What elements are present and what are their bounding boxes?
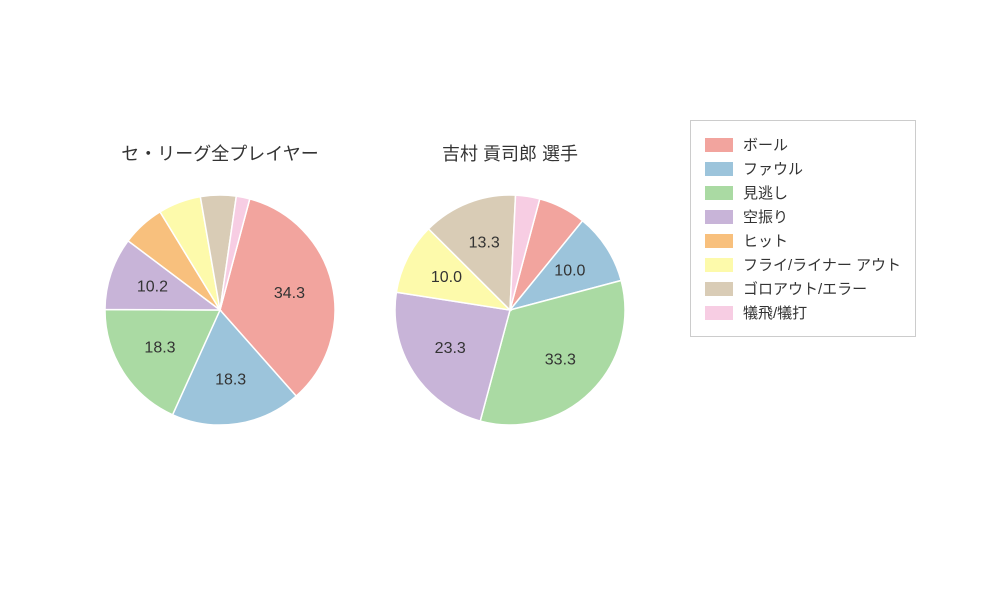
legend-row: ボール [705, 134, 901, 155]
legend-label: ボール [743, 134, 788, 155]
chart-container: セ・リーグ全プレイヤー 吉村 貢司郎 選手 34.3 18.3 18.3 10.2 10… [0, 0, 1000, 600]
legend-swatch [705, 258, 733, 272]
legend-swatch [705, 234, 733, 248]
slice-label: 18.3 [144, 340, 175, 357]
chart-title-left: セ・リーグ全プレイヤー [100, 140, 340, 166]
legend-row: ゴロアウト/エラー [705, 278, 901, 299]
legend-label: 見逃し [743, 182, 788, 203]
legend-label: ゴロアウト/エラー [743, 278, 867, 299]
slice-label: 13.3 [469, 235, 500, 252]
legend-swatch [705, 162, 733, 176]
legend-row: フライ/ライナー アウト [705, 254, 901, 275]
legend-swatch [705, 138, 733, 152]
slice-label: 10.2 [137, 278, 168, 295]
legend-row: 犠飛/犠打 [705, 302, 901, 323]
legend-row: ヒット [705, 230, 901, 251]
chart-title-right: 吉村 貢司郎 選手 [390, 140, 630, 166]
slice-label: 33.3 [545, 352, 576, 369]
slice-label: 10.0 [554, 263, 585, 280]
legend-label: ファウル [743, 158, 803, 179]
legend: ボールファウル見逃し空振りヒットフライ/ライナー アウトゴロアウト/エラー犠飛/… [690, 120, 916, 337]
slice-label: 23.3 [435, 340, 466, 357]
slice-label: 34.3 [274, 285, 305, 302]
legend-swatch [705, 306, 733, 320]
legend-swatch [705, 282, 733, 296]
slice-label: 10.0 [431, 269, 462, 286]
legend-label: フライ/ライナー アウト [743, 254, 901, 275]
legend-row: 空振り [705, 206, 901, 227]
legend-swatch [705, 210, 733, 224]
slice-label: 18.3 [215, 372, 246, 389]
legend-row: ファウル [705, 158, 901, 179]
legend-row: 見逃し [705, 182, 901, 203]
legend-label: 犠飛/犠打 [743, 302, 807, 323]
legend-swatch [705, 186, 733, 200]
legend-label: ヒット [743, 230, 788, 251]
legend-label: 空振り [743, 206, 788, 227]
